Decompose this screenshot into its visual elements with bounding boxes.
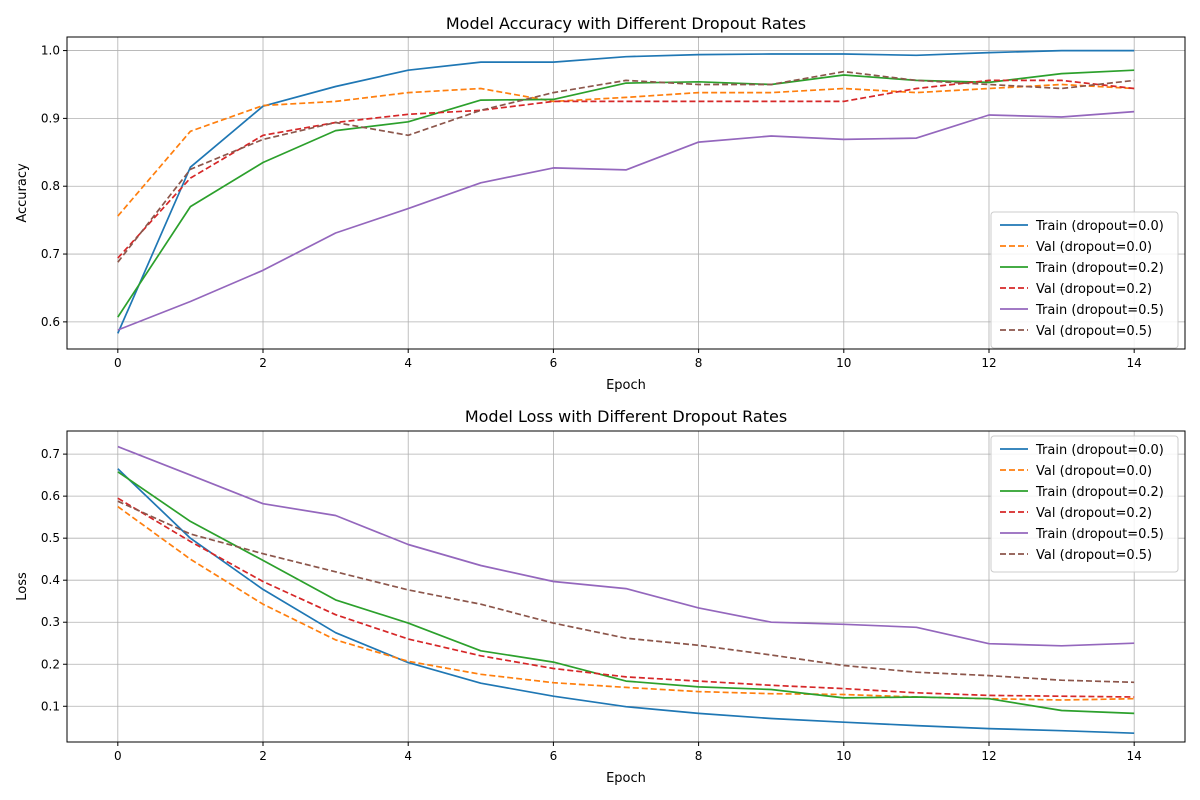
chart-1: 0 2 4 6 8 10 12 14 0.1 0.2 0.3 0.4 0.5 0.6 0.7 Model Lo… [15, 407, 1186, 786]
legend-label: Val (dropout=0.0) [1036, 464, 1152, 479]
y-tick-label: 0.7 [41, 247, 60, 261]
y-tick-label: 0.3 [41, 615, 60, 629]
axes-frame [66, 36, 1186, 350]
x-tick-label: 2 [259, 749, 267, 763]
y-tick-label: 0.6 [41, 489, 60, 503]
y-tick-label: 0.4 [41, 573, 60, 587]
y-tick-label: 0.1 [41, 699, 60, 713]
series-line [117, 69, 1135, 318]
legend-label: Val (dropout=0.2) [1036, 282, 1152, 297]
x-tick-label: 14 [1127, 356, 1142, 370]
legend-label: Train (dropout=0.0) [1035, 443, 1164, 458]
x-tick-label: 4 [404, 356, 412, 370]
chart-0: 0 2 4 6 8 10 12 14 0.6 0.7 0.8 0.9 1.0 Model Accuracy… [15, 14, 1186, 393]
x-tick-label: 2 [259, 356, 267, 370]
x-tick-label: 10 [836, 749, 851, 763]
legend-box [990, 435, 1179, 573]
y-axis-label: Loss [15, 572, 30, 601]
legend: Train (dropout=0.0) Val (dropout=0.0) Trai… [990, 435, 1179, 573]
x-tick-label: 0 [114, 356, 122, 370]
legend-label: Val (dropout=0.5) [1036, 324, 1152, 339]
y-tick-label: 0.6 [41, 315, 60, 329]
x-tick-label: 12 [981, 749, 996, 763]
legend-label: Train (dropout=0.2) [1035, 485, 1164, 500]
axes-frame [66, 430, 1186, 743]
x-axis-label: Epoch [606, 771, 646, 786]
legend: Train (dropout=0.0) Val (dropout=0.0) Trai… [990, 211, 1179, 349]
x-tick-label: 10 [836, 356, 851, 370]
x-tick-label: 4 [404, 749, 412, 763]
series-line [117, 83, 1135, 217]
y-tick-label: 0.9 [41, 111, 60, 125]
series-line [117, 70, 1135, 263]
chart-title: Model Loss with Different Dropout Rates [465, 407, 787, 426]
y-tick-label: 0.8 [41, 179, 60, 193]
legend-box [990, 211, 1179, 349]
legend-label: Train (dropout=0.2) [1035, 261, 1164, 276]
series-line [117, 471, 1135, 715]
x-tick-label: 8 [695, 749, 703, 763]
y-tick-label: 0.7 [41, 447, 60, 461]
x-tick-label: 12 [981, 356, 996, 370]
x-axis-label: Epoch [606, 378, 646, 393]
series-line [117, 468, 1135, 735]
series-line [117, 79, 1135, 259]
x-tick-label: 14 [1127, 749, 1142, 763]
legend-label: Train (dropout=0.0) [1035, 219, 1164, 234]
x-tick-label: 8 [695, 356, 703, 370]
y-tick-label: 0.2 [41, 657, 60, 671]
series-line [117, 505, 1135, 701]
x-tick-label: 6 [550, 356, 558, 370]
series-line [117, 445, 1135, 647]
series-line [117, 49, 1135, 334]
legend-label: Train (dropout=0.5) [1035, 303, 1164, 318]
series-line [117, 497, 1135, 698]
chart-title: Model Accuracy with Different Dropout Ra… [446, 14, 806, 33]
y-tick-label: 1.0 [41, 44, 60, 58]
x-tick-label: 6 [550, 749, 558, 763]
legend-label: Val (dropout=0.2) [1036, 506, 1152, 521]
series-line [117, 110, 1135, 331]
y-axis-label: Accuracy [15, 163, 30, 223]
legend-label: Val (dropout=0.0) [1036, 240, 1152, 255]
y-tick-label: 0.5 [41, 531, 60, 545]
legend-label: Train (dropout=0.5) [1035, 527, 1164, 542]
x-tick-label: 0 [114, 749, 122, 763]
legend-label: Val (dropout=0.5) [1036, 548, 1152, 563]
series-line [117, 500, 1135, 684]
